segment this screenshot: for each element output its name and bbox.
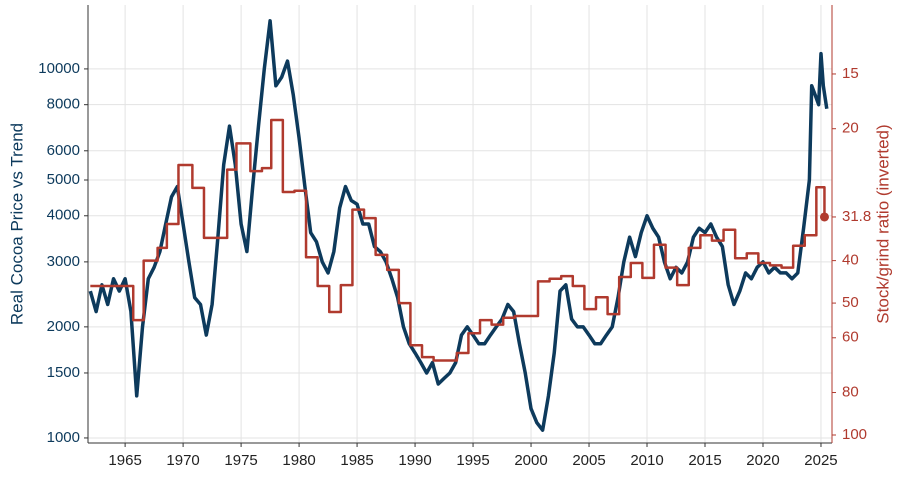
y-tick-label: 2000 xyxy=(47,318,80,335)
x-tick-label: 2010 xyxy=(630,452,663,469)
x-tick-label: 2005 xyxy=(572,452,605,469)
x-tick-label: 1990 xyxy=(398,452,431,469)
y-tick-label: 1000 xyxy=(47,429,80,446)
x-tick-label: 1995 xyxy=(456,452,489,469)
x-tick-label: 2025 xyxy=(804,452,837,469)
x-tick-label: 2015 xyxy=(688,452,721,469)
y-tick-label: 5000 xyxy=(47,171,80,188)
x-tick-label: 2000 xyxy=(514,452,547,469)
x-tick-label: 1970 xyxy=(166,452,199,469)
data-line xyxy=(88,19,829,432)
y2-tick-label: 60 xyxy=(842,329,859,346)
y-tick-label: 3000 xyxy=(47,253,80,270)
y-tick-label: 8000 xyxy=(47,96,80,113)
y2-tick-label: 20 xyxy=(842,120,859,137)
x-tick-label: 1980 xyxy=(282,452,315,469)
y2-tick-label: 15 xyxy=(842,65,859,82)
y-tick-label: 10000 xyxy=(38,60,80,77)
y2-tick-label: 31.8 xyxy=(842,208,871,225)
y2-axis-label: Stock/grind ratio (inverted) xyxy=(873,124,892,323)
x-tick-label: 1985 xyxy=(340,452,373,469)
y-tick-label: 6000 xyxy=(47,142,80,159)
last-point xyxy=(819,212,829,222)
y2-tick-label: 80 xyxy=(842,383,859,400)
x-tick-label: 2020 xyxy=(746,452,779,469)
x-tick-label: 1975 xyxy=(224,452,257,469)
y2-tick-label: 100 xyxy=(842,426,867,443)
y-axis-label: Real Cocoa Price vs Trend xyxy=(7,123,26,325)
y2-tick-label: 40 xyxy=(842,252,859,269)
y-tick-label: 1500 xyxy=(47,364,80,381)
y-tick-label: 4000 xyxy=(47,207,80,224)
data-line xyxy=(90,118,826,362)
x-tick-label: 1965 xyxy=(108,452,141,469)
y2-tick-label: 50 xyxy=(842,294,859,311)
